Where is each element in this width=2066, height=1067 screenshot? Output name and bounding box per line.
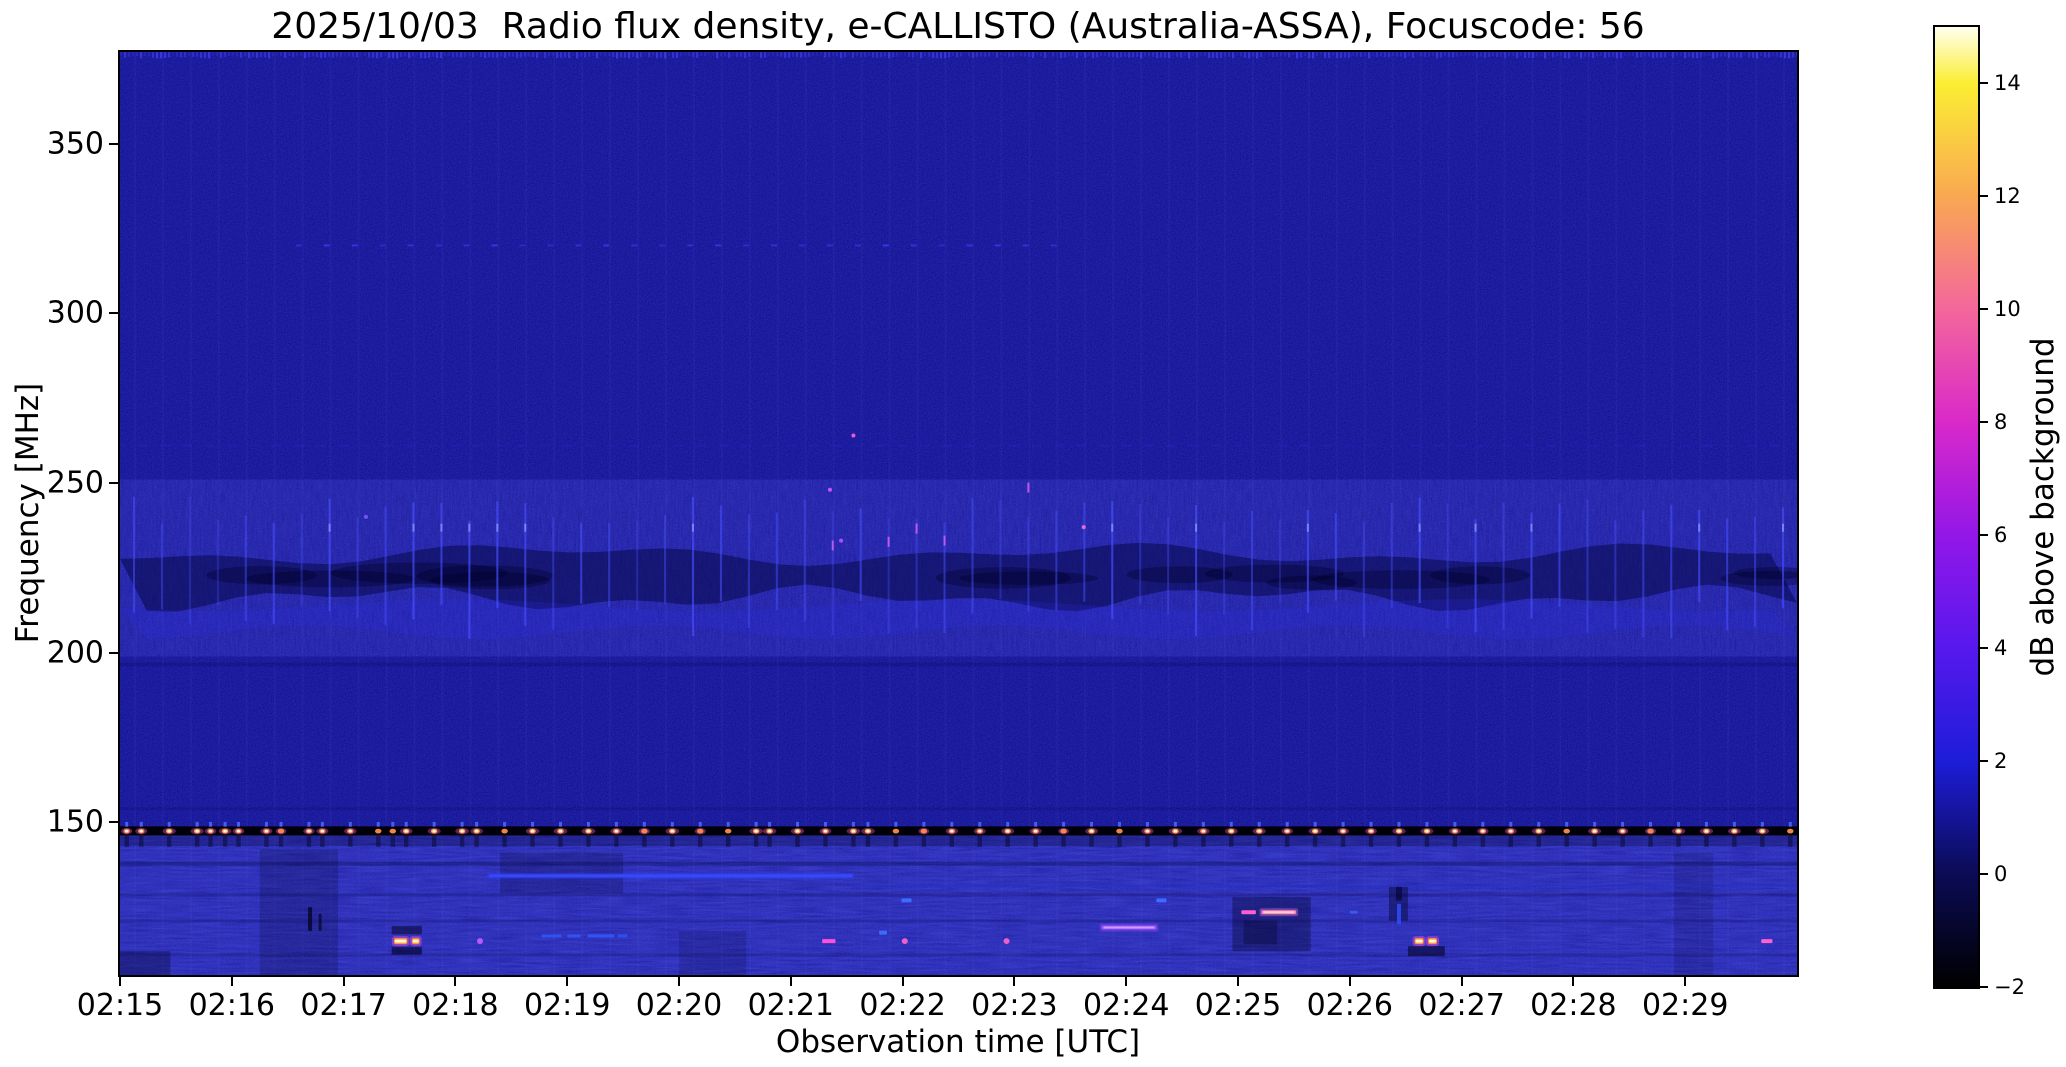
x-tick-mark [789,977,792,986]
x-tick-mark [342,977,345,986]
colorbar-tick-label: 14 [1994,71,2021,96]
x-tick-label: 02:22 [859,988,946,1023]
x-tick-label: 02:19 [523,988,611,1023]
colorbar-gradient [1935,27,1978,987]
colorbar-tick-mark [1980,308,1988,311]
x-tick-label: 02:16 [188,988,276,1023]
colorbar-tick-mark [1980,195,1988,198]
colorbar-tick-label: 12 [1994,184,2021,209]
y-tick-label: 300 [46,295,104,331]
y-tick-label: 200 [46,635,104,671]
y-tick-mark [109,142,118,145]
colorbar [1933,25,1980,989]
x-tick-label: 02:17 [300,988,387,1023]
colorbar-tick-mark [1980,534,1988,537]
x-tick-label: 02:24 [1082,988,1170,1023]
y-tick-mark [109,651,118,654]
x-tick-mark [1013,977,1016,986]
x-tick-label: 02:26 [1306,988,1394,1023]
y-tick-mark [109,481,118,484]
x-tick-mark [1348,977,1351,986]
x-tick-mark [454,977,457,986]
colorbar-tick-label: 2 [1994,749,2008,774]
x-tick-mark [678,977,680,986]
x-tick-label: 02:27 [1418,988,1505,1023]
x-tick-label: 02:15 [76,988,164,1023]
x-tick-mark [901,977,904,986]
x-axis-label: Observation time [UTC] [775,1024,1141,1060]
spectrogram-image [120,52,1797,975]
colorbar-tick-mark [1980,421,1988,424]
x-tick-mark [566,977,569,986]
colorbar-tick-label: 10 [1994,297,2021,322]
x-tick-mark [1572,977,1575,986]
y-axis-label: Frequency [MHz] [10,382,46,644]
y-tick-mark [109,312,118,315]
colorbar-tick-mark [1980,873,1988,876]
y-tick-mark [109,821,118,824]
x-tick-label: 02:21 [747,988,835,1023]
colorbar-tick-mark [1980,760,1988,763]
colorbar-tick-mark [1980,82,1988,85]
x-tick-mark [1237,977,1239,986]
colorbar-tick-label: 0 [1994,862,2008,887]
x-tick-label: 02:28 [1530,988,1617,1023]
colorbar-tick-label: 8 [1994,410,2008,435]
plot-area [118,50,1799,977]
x-tick-label: 02:20 [635,988,723,1023]
colorbar-tick-label: −2 [1994,975,2025,999]
x-tick-mark [1125,977,1128,986]
x-tick-mark [119,977,121,986]
y-tick-label: 250 [46,465,104,501]
x-tick-label: 02:29 [1641,988,1729,1023]
colorbar-tick-label: 4 [1994,636,2008,661]
x-tick-label: 02:23 [971,988,1058,1023]
y-tick-label: 350 [46,126,104,162]
x-tick-mark [1460,977,1463,986]
x-tick-label: 02:18 [412,988,499,1023]
x-tick-label: 02:25 [1194,988,1282,1023]
colorbar-tick-label: 6 [1994,523,2008,548]
colorbar-tick-mark [1980,647,1988,650]
y-tick-label: 150 [46,804,104,840]
x-tick-mark [1684,977,1687,986]
colorbar-tick-mark [1980,986,1988,988]
chart-title: 2025/10/03 Radio flux density, e-CALLIST… [271,6,1645,47]
colorbar-label: dB above background [2025,337,2061,677]
x-tick-mark [230,977,233,986]
